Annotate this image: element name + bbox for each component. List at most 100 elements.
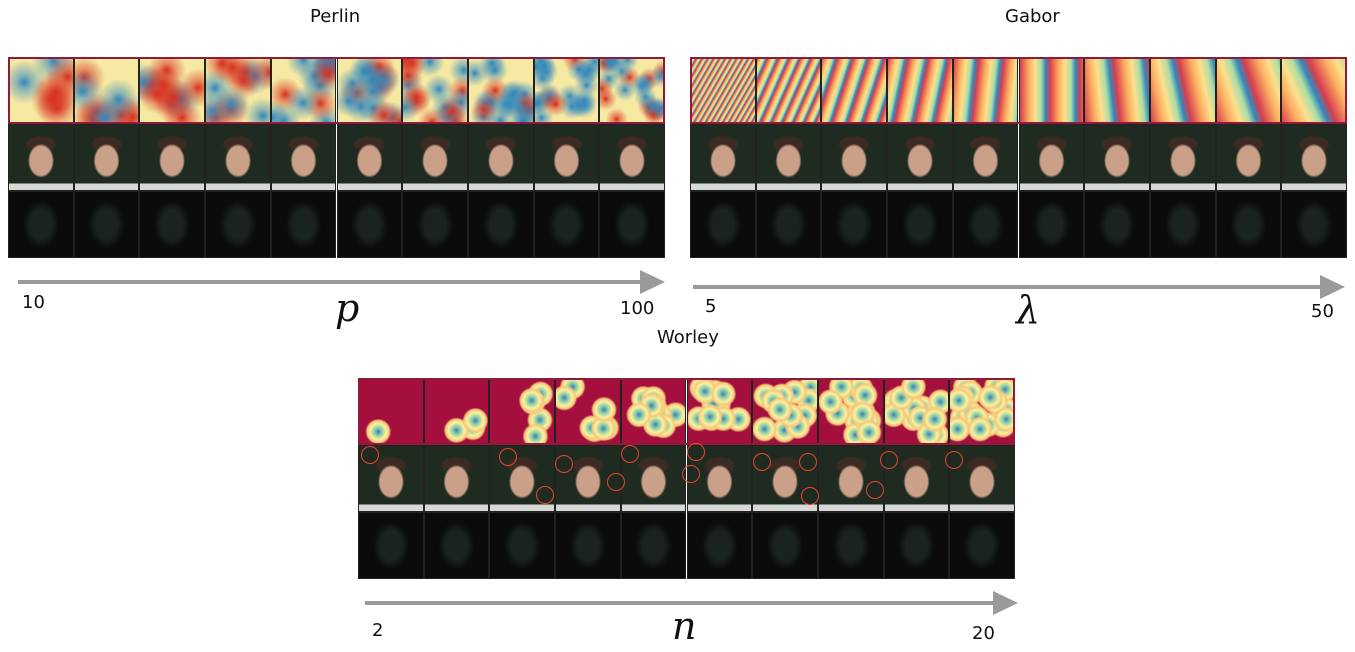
residual-tile xyxy=(468,191,534,258)
residual-tile xyxy=(690,191,756,258)
noise-tile xyxy=(690,57,756,124)
face-tile xyxy=(534,124,600,191)
noise-tile xyxy=(337,57,403,124)
face-tile xyxy=(953,124,1019,191)
residual-tile xyxy=(489,512,555,579)
noise-tile xyxy=(139,57,205,124)
residual-tile xyxy=(402,191,468,258)
face-tile xyxy=(1281,124,1347,191)
noise-tile xyxy=(402,57,468,124)
highlight-circle xyxy=(880,451,898,469)
highlight-circle xyxy=(499,448,517,466)
face-tile xyxy=(887,124,953,191)
face-tile xyxy=(139,124,205,191)
highlight-circle xyxy=(753,453,771,471)
residual-tile xyxy=(756,191,822,258)
residual-tile xyxy=(599,191,665,258)
residual-tile xyxy=(949,512,1015,579)
highlight-circle xyxy=(621,445,639,463)
face-tile xyxy=(468,124,534,191)
highlight-circle xyxy=(799,453,817,471)
residual-tile xyxy=(1281,191,1347,258)
residual-tile xyxy=(74,191,140,258)
face-tile xyxy=(8,124,74,191)
noise-tile xyxy=(1281,57,1347,124)
noise-tile xyxy=(534,57,600,124)
highlight-circle xyxy=(607,473,625,491)
highlight-circle xyxy=(555,455,573,473)
arrow-head xyxy=(993,591,1018,615)
residual-tile xyxy=(271,191,337,258)
highlight-circle xyxy=(801,487,819,505)
residual-tile xyxy=(8,191,74,258)
residual-tile xyxy=(752,512,818,579)
noise-tile xyxy=(74,57,140,124)
face-tile xyxy=(424,445,490,512)
residual-tile xyxy=(1019,191,1085,258)
noise-tile xyxy=(818,378,884,445)
noise-tile xyxy=(599,57,665,124)
residual-tile xyxy=(1150,191,1216,258)
noise-tile xyxy=(884,378,950,445)
noise-tile xyxy=(8,57,74,124)
noise-tile xyxy=(687,378,753,445)
noise-tile xyxy=(205,57,271,124)
residual-tile xyxy=(139,191,205,258)
noise-tile xyxy=(752,378,818,445)
face-tile xyxy=(756,124,822,191)
noise-tile xyxy=(358,378,424,445)
highlight-circle xyxy=(687,443,705,461)
noise-tile xyxy=(949,378,1015,445)
noise-tile xyxy=(1019,57,1085,124)
residual-tile xyxy=(821,191,887,258)
residual-tile xyxy=(621,512,687,579)
figure: Perlin Gabor Worley 10 100 p 5 50 λ 2 20… xyxy=(0,0,1355,652)
highlight-circle xyxy=(682,465,700,483)
residual-tile xyxy=(424,512,490,579)
noise-tile xyxy=(424,378,490,445)
face-tile xyxy=(690,124,756,191)
face-tile xyxy=(402,124,468,191)
highlight-circle xyxy=(866,481,884,499)
residual-tile xyxy=(555,512,621,579)
noise-tile xyxy=(468,57,534,124)
residual-tile xyxy=(534,191,600,258)
face-tile xyxy=(1216,124,1282,191)
face-tile xyxy=(1019,124,1085,191)
highlight-circle xyxy=(536,486,554,504)
face-tile xyxy=(271,124,337,191)
noise-tile xyxy=(1216,57,1282,124)
noise-tile xyxy=(756,57,822,124)
residual-tile xyxy=(953,191,1019,258)
face-tile xyxy=(821,124,887,191)
noise-tile xyxy=(1084,57,1150,124)
noise-tile xyxy=(953,57,1019,124)
noise-tile xyxy=(1150,57,1216,124)
residual-tile xyxy=(205,191,271,258)
face-tile xyxy=(818,445,884,512)
noise-tile xyxy=(489,378,555,445)
arrow-head xyxy=(1320,275,1345,299)
residual-tile xyxy=(337,191,403,258)
noise-tile xyxy=(621,378,687,445)
face-tile xyxy=(205,124,271,191)
noise-tile xyxy=(887,57,953,124)
noise-tile xyxy=(271,57,337,124)
residual-tile xyxy=(358,512,424,579)
face-tile xyxy=(337,124,403,191)
residual-tile xyxy=(818,512,884,579)
face-tile xyxy=(74,124,140,191)
residual-tile xyxy=(1084,191,1150,258)
noise-tile xyxy=(821,57,887,124)
residual-tile xyxy=(1216,191,1282,258)
residual-tile xyxy=(687,512,753,579)
face-tile xyxy=(599,124,665,191)
noise-tile xyxy=(555,378,621,445)
residual-tile xyxy=(884,512,950,579)
highlight-circle xyxy=(361,446,379,464)
arrow-head xyxy=(640,270,665,294)
face-tile xyxy=(1150,124,1216,191)
residual-tile xyxy=(887,191,953,258)
highlight-circle xyxy=(945,451,963,469)
face-tile xyxy=(1084,124,1150,191)
